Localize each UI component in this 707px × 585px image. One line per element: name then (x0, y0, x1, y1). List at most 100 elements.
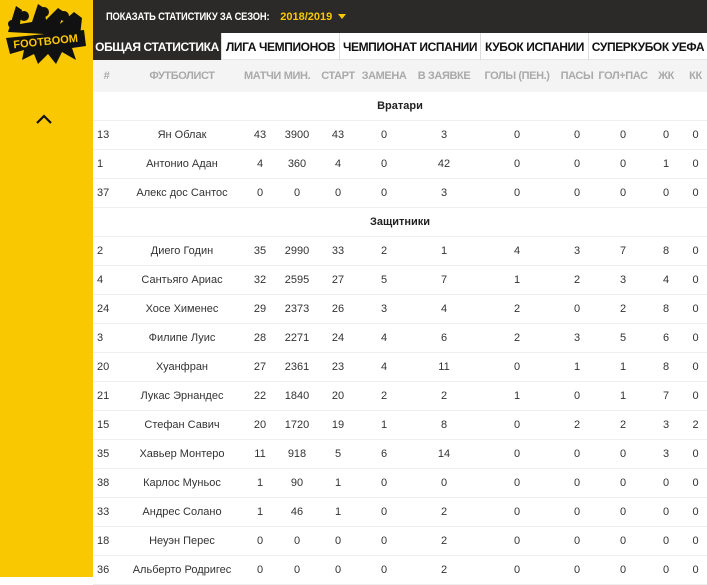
stat-cell: 3 (358, 294, 410, 324)
stat-cell: 0 (556, 120, 598, 150)
section-header: Вратари (93, 92, 707, 121)
player-name[interactable]: Хавьер Монтеро (120, 439, 244, 469)
stat-cell: 27 (318, 265, 358, 295)
stat-cell: 2 (410, 497, 478, 527)
tab-la-liga[interactable]: ЧЕМПИОНАТ ИСПАНИИ (340, 33, 481, 60)
stat-cell: 1 (244, 468, 276, 498)
player-name[interactable]: Альберто Родригес (120, 555, 244, 585)
stat-cell: 0 (318, 555, 358, 585)
column-header[interactable]: КК (684, 60, 707, 92)
player-number: 36 (93, 555, 120, 585)
chevron-up-icon[interactable] (34, 112, 54, 126)
player-name[interactable]: Алекс дос Сантос (120, 178, 244, 208)
table-row: 4 Сантьяго Ариас 32 2595 27 5 7 1 2 3 4 0 (93, 265, 707, 295)
stat-cell: 4 (478, 236, 556, 266)
player-name[interactable]: Лукас Эрнандес (120, 381, 244, 411)
stat-cell: 7 (598, 236, 648, 266)
stat-cell: 0 (358, 149, 410, 179)
stat-cell: 2 (556, 410, 598, 440)
table-row: 15 Стефан Савич 20 1720 19 1 8 0 2 2 3 2 (93, 410, 707, 440)
stat-cell: 1 (478, 381, 556, 411)
stat-cell: 0 (276, 526, 318, 556)
column-header[interactable]: В ЗАЯВКЕ (410, 60, 478, 92)
season-value: 2018/2019 (280, 10, 333, 23)
stat-cell: 90 (276, 468, 318, 498)
stat-cell: 24 (318, 323, 358, 353)
stat-cell: 0 (276, 555, 318, 585)
column-header[interactable]: СТАРТ (318, 60, 358, 92)
player-name[interactable]: Хосе Хименес (120, 294, 244, 324)
player-number: 37 (93, 178, 120, 208)
stat-cell: 2361 (276, 352, 318, 382)
stat-cell: 4 (648, 265, 684, 295)
table-row: 21 Лукас Эрнандес 22 1840 20 2 2 1 0 1 7 0 (93, 381, 707, 411)
tab-copa-del-rey[interactable]: КУБОК ИСПАНИИ (481, 33, 589, 60)
column-header[interactable]: ГОЛ+ПАС (598, 60, 648, 92)
stat-cell: 0 (598, 178, 648, 208)
stat-cell: 0 (598, 120, 648, 150)
tab-overall[interactable]: ОБЩАЯ СТАТИСТИКА (93, 33, 222, 60)
column-header[interactable]: ЗАМЕНА (358, 60, 410, 92)
stat-cell: 11 (244, 439, 276, 469)
stat-cell: 2373 (276, 294, 318, 324)
stat-cell: 8 (410, 410, 478, 440)
stat-cell: 0 (358, 468, 410, 498)
player-name[interactable]: Диего Годин (120, 236, 244, 266)
player-name[interactable]: Антонио Адан (120, 149, 244, 179)
stat-cell: 0 (358, 120, 410, 150)
stat-cell: 0 (598, 526, 648, 556)
stat-cell: 2 (410, 526, 478, 556)
stat-cell: 2 (478, 323, 556, 353)
stat-cell: 4 (358, 352, 410, 382)
player-number: 18 (93, 526, 120, 556)
player-name[interactable]: Стефан Савич (120, 410, 244, 440)
player-name[interactable]: Филипе Луис (120, 323, 244, 353)
stat-cell: 6 (648, 323, 684, 353)
player-name[interactable]: Хуанфран (120, 352, 244, 382)
column-header[interactable]: ЖК (648, 60, 684, 92)
stat-cell: 20 (318, 381, 358, 411)
tab-champions-league[interactable]: ЛИГА ЧЕМПИОНОВ (222, 33, 340, 60)
stat-cell: 0 (358, 526, 410, 556)
player-name[interactable]: Карлос Муньос (120, 468, 244, 498)
season-dropdown[interactable]: 2018/2019 (280, 10, 347, 23)
player-name[interactable]: Андрес Солано (120, 497, 244, 527)
sidebar: FOOTBOOM (0, 0, 93, 577)
stat-cell: 0 (244, 555, 276, 585)
section-header: Защитники (93, 207, 707, 237)
column-header[interactable]: МИН. (276, 60, 318, 92)
column-header[interactable]: МАТЧИ (244, 60, 281, 92)
stat-cell: 0 (556, 468, 598, 498)
stat-cell: 35 (244, 236, 276, 266)
stat-cell: 0 (478, 410, 556, 440)
player-name[interactable]: Ян Облак (120, 120, 244, 150)
stat-cell: 5 (358, 265, 410, 295)
stat-cell: 0 (684, 381, 707, 411)
stat-cell: 0 (358, 178, 410, 208)
stat-cell: 1 (556, 352, 598, 382)
stat-cell: 1720 (276, 410, 318, 440)
stat-cell: 0 (556, 497, 598, 527)
stat-cell: 0 (318, 178, 358, 208)
player-name[interactable]: Неуэн Перес (120, 526, 244, 556)
stat-cell: 3 (648, 410, 684, 440)
stat-cell: 7 (410, 265, 478, 295)
table-row: 20 Хуанфран 27 2361 23 4 11 0 1 1 8 0 (93, 352, 707, 382)
column-header[interactable]: ФУТБОЛИСТ (120, 60, 244, 92)
player-name[interactable]: Сантьяго Ариас (120, 265, 244, 295)
column-header[interactable]: ПАСЫ (556, 60, 598, 92)
table-row: 35 Хавьер Монтеро 11 918 5 6 14 0 0 0 3 0 (93, 439, 707, 469)
season-label: ПОКАЗАТЬ СТАТИСТИКУ ЗА СЕЗОН: (106, 10, 270, 23)
footboom-logo[interactable]: FOOTBOOM (2, 2, 88, 66)
column-header[interactable]: # (93, 60, 120, 92)
tab-uefa-super-cup[interactable]: СУПЕРКУБОК УЕФА (591, 39, 705, 54)
stat-cell: 0 (358, 555, 410, 585)
season-bar: ПОКАЗАТЬ СТАТИСТИКУ ЗА СЕЗОН: 2018/2019 (93, 0, 707, 33)
player-number: 3 (93, 323, 120, 353)
column-header[interactable]: ГОЛЫ (ПЕН.) (478, 60, 556, 92)
stat-cell: 918 (276, 439, 318, 469)
player-number: 1 (93, 149, 120, 179)
stat-cell: 11 (410, 352, 478, 382)
stat-cell: 2990 (276, 236, 318, 266)
stat-cell: 0 (648, 497, 684, 527)
